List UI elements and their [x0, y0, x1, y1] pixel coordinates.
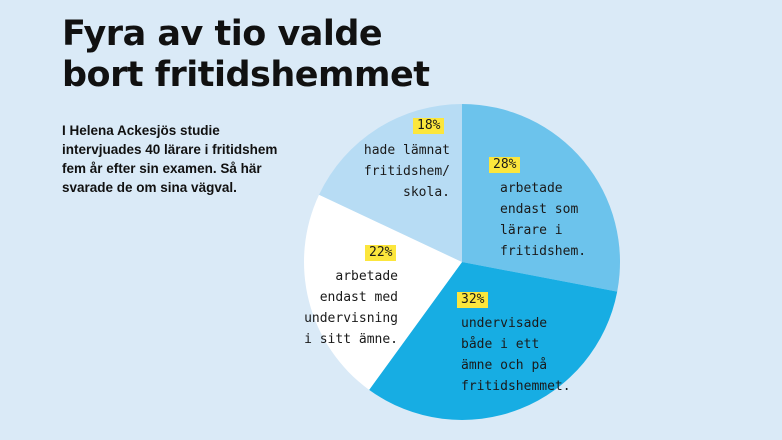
pie-slice-2: [304, 194, 462, 390]
slice-2-label-line: arbetade: [335, 269, 398, 284]
slice-1-label-line: ämne och på: [461, 358, 548, 373]
slice-1-label-line: undervisade: [461, 316, 548, 331]
slice-2-label: arbetade endast med undervisning i sitt …: [300, 266, 398, 350]
slice-1-label: undervisade både i ett ämne och på friti…: [461, 313, 571, 397]
slice-3-label-line: fritidshem/: [363, 164, 450, 179]
intro-line: svarade de om sina vägval.: [62, 180, 237, 195]
chart-title: Fyra av tio valde bort fritidshemmet: [62, 14, 482, 96]
intro-line: fem år efter sin examen. Så här: [62, 161, 262, 176]
intro-text: I Helena Ackesjös studie intervjuades 40…: [62, 121, 312, 197]
slice-0-label-line: arbetade: [500, 181, 563, 196]
slice-1-pct-label: 32%: [457, 292, 489, 308]
slice-0-label-line: endast som: [500, 202, 579, 217]
slice-2-label-line: undervisning: [304, 311, 398, 326]
slice-2-label-line: i sitt ämne.: [304, 332, 398, 347]
pie-slice-1: [369, 262, 618, 420]
pie-slice-0: [462, 104, 620, 292]
slice-2-label-line: endast med: [319, 290, 398, 305]
title-line: bort fritidshemmet: [62, 55, 430, 95]
slice-0-label-line: lärare i: [500, 223, 563, 238]
intro-line: intervjuades 40 lärare i fritidshem: [62, 142, 278, 157]
slice-0-label: arbetade endast som lärare i fritidshem.: [500, 178, 586, 262]
slice-3-pct-label: 18%: [413, 118, 445, 134]
slice-0-pct-label: 28%: [489, 157, 521, 173]
slice-0-label-line: fritidshem.: [500, 244, 587, 259]
pie-slice-3: [319, 104, 462, 262]
slice-2-pct-label: 22%: [365, 245, 397, 261]
slice-3-label: hade lämnat fritidshem/ skola.: [340, 140, 450, 203]
slice-3-label-line: hade lämnat: [363, 143, 450, 158]
slice-1-label-line: fritidshemmet.: [461, 379, 571, 394]
intro-line: I Helena Ackesjös studie: [62, 123, 220, 138]
slice-3-label-line: skola.: [403, 185, 450, 200]
title-line: Fyra av tio valde: [62, 14, 383, 54]
slice-1-label-line: både i ett: [461, 337, 540, 352]
